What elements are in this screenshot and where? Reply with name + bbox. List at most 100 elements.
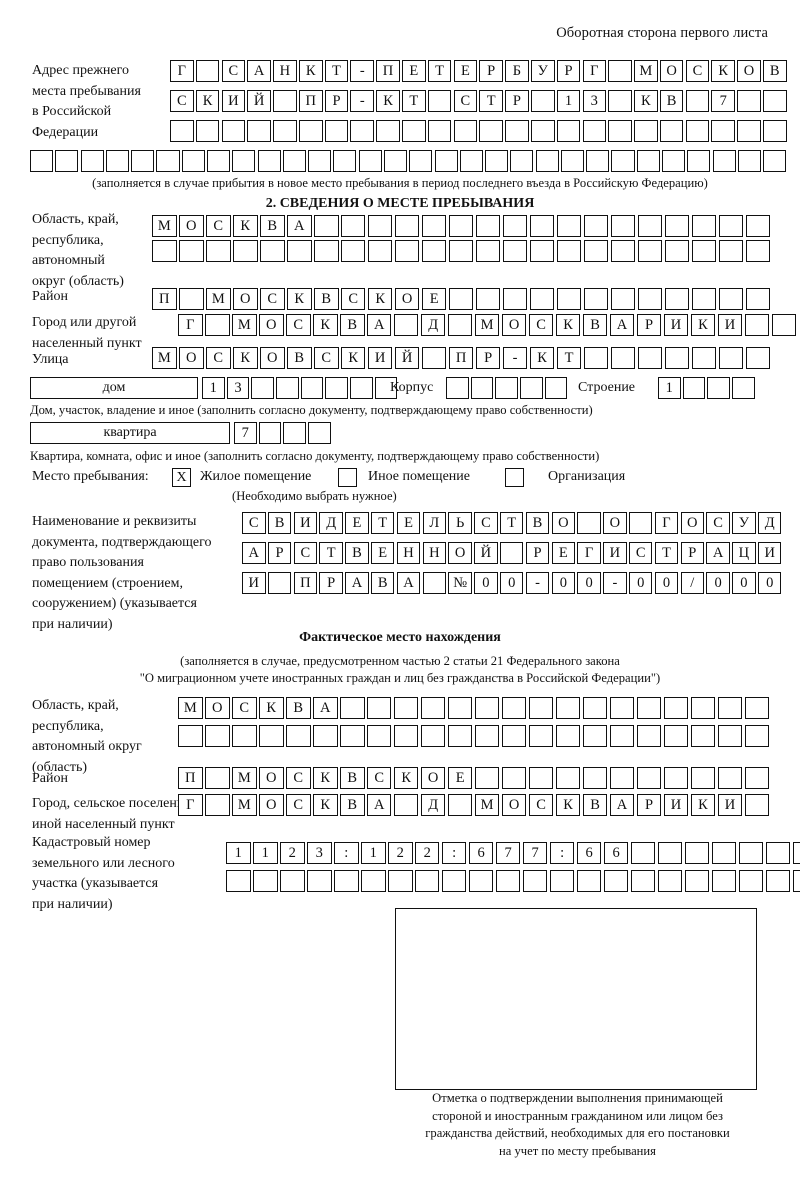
char-cell[interactable]: [637, 288, 663, 310]
char-cell[interactable]: [298, 120, 323, 142]
char-cell[interactable]: И: [757, 542, 782, 564]
char-cell[interactable]: [691, 240, 717, 262]
char-cell[interactable]: [690, 697, 716, 719]
char-cell[interactable]: -: [502, 347, 528, 369]
char-cell[interactable]: [690, 725, 716, 747]
char-cell[interactable]: [663, 697, 689, 719]
char-cell[interactable]: П: [178, 767, 203, 789]
char-cell[interactable]: 0: [577, 572, 601, 594]
char-cell[interactable]: [387, 870, 413, 892]
char-cell[interactable]: -: [603, 572, 627, 594]
char-cell[interactable]: [479, 120, 503, 142]
char-cell[interactable]: [556, 240, 582, 262]
char-cell[interactable]: [374, 377, 398, 399]
char-cell[interactable]: :: [441, 842, 467, 864]
char-cell[interactable]: А: [366, 314, 392, 336]
char-cell[interactable]: [231, 725, 257, 747]
char-cell[interactable]: О: [501, 314, 527, 336]
char-cell[interactable]: [181, 150, 205, 172]
char-cell[interactable]: С: [205, 347, 231, 369]
char-cell[interactable]: К: [634, 90, 658, 112]
char-cell[interactable]: [690, 767, 716, 789]
char-cell[interactable]: Т: [402, 90, 426, 112]
char-cell[interactable]: С: [453, 90, 478, 112]
char-cell[interactable]: И: [663, 314, 689, 336]
char-cell[interactable]: К: [286, 288, 312, 310]
char-cell[interactable]: А: [366, 794, 392, 816]
char-cell[interactable]: [80, 150, 104, 172]
char-cell[interactable]: [637, 240, 663, 262]
char-cell[interactable]: Ц: [732, 542, 756, 564]
char-cell[interactable]: [737, 90, 761, 112]
char-cell[interactable]: О: [258, 794, 284, 816]
char-cell[interactable]: [308, 422, 331, 444]
char-cell[interactable]: Г: [170, 60, 194, 82]
document-row-3[interactable]: И П Р А В А № 0 0-0 0-0 0/0 0 0: [242, 572, 784, 594]
char-cell[interactable]: В: [285, 697, 311, 719]
char-cell[interactable]: 0: [732, 572, 756, 594]
char-cell[interactable]: П: [376, 60, 400, 82]
char-cell[interactable]: [360, 870, 386, 892]
char-cell[interactable]: Н: [273, 60, 297, 82]
korpus-cells[interactable]: [446, 377, 569, 399]
char-cell[interactable]: Е: [370, 542, 395, 564]
checkbox-other-premises[interactable]: [338, 468, 357, 487]
char-cell[interactable]: [535, 150, 559, 172]
char-cell[interactable]: М: [231, 314, 257, 336]
char-cell[interactable]: [475, 215, 501, 237]
char-cell[interactable]: [195, 120, 220, 142]
char-cell[interactable]: Г: [178, 794, 203, 816]
char-cell[interactable]: [427, 90, 452, 112]
char-cell[interactable]: [366, 725, 392, 747]
char-cell[interactable]: Л: [422, 512, 447, 534]
char-cell[interactable]: [204, 725, 230, 747]
char-cell[interactable]: [687, 150, 711, 172]
char-cell[interactable]: [468, 870, 494, 892]
char-cell[interactable]: [744, 314, 770, 336]
char-cell[interactable]: [732, 377, 755, 399]
char-cell[interactable]: -: [350, 90, 375, 112]
char-cell[interactable]: [763, 150, 787, 172]
char-cell[interactable]: [178, 288, 204, 310]
char-cell[interactable]: [637, 347, 663, 369]
char-cell[interactable]: [376, 120, 400, 142]
char-cell[interactable]: [324, 120, 349, 142]
char-cell[interactable]: [422, 572, 447, 594]
char-cell[interactable]: Д: [757, 512, 782, 534]
char-cell[interactable]: Е: [396, 512, 421, 534]
char-cell[interactable]: [446, 377, 469, 399]
char-cell[interactable]: [637, 215, 663, 237]
char-cell[interactable]: О: [680, 512, 705, 534]
char-cell[interactable]: [502, 288, 528, 310]
char-cell[interactable]: [682, 377, 706, 399]
char-cell[interactable]: [691, 215, 717, 237]
char-cell[interactable]: К: [312, 794, 338, 816]
char-cell[interactable]: Е: [402, 60, 426, 82]
char-cell[interactable]: [441, 870, 467, 892]
char-cell[interactable]: В: [762, 60, 787, 82]
char-cell[interactable]: 3: [226, 377, 250, 399]
char-cell[interactable]: С: [221, 60, 246, 82]
char-cell[interactable]: 1: [226, 842, 251, 864]
char-cell[interactable]: [582, 767, 608, 789]
char-cell[interactable]: [350, 120, 375, 142]
char-cell[interactable]: Т: [319, 542, 343, 564]
char-cell[interactable]: 7: [711, 90, 735, 112]
char-cell[interactable]: 7: [234, 422, 257, 444]
char-cell[interactable]: В: [659, 90, 684, 112]
char-cell[interactable]: [131, 150, 155, 172]
char-cell[interactable]: [717, 725, 743, 747]
char-cell[interactable]: [204, 314, 230, 336]
char-cell[interactable]: [634, 120, 658, 142]
char-cell[interactable]: [664, 347, 690, 369]
char-cell[interactable]: О: [258, 767, 284, 789]
char-cell[interactable]: Р: [319, 572, 343, 594]
char-cell[interactable]: О: [659, 60, 684, 82]
char-cell[interactable]: [447, 314, 473, 336]
char-cell[interactable]: [499, 542, 524, 564]
